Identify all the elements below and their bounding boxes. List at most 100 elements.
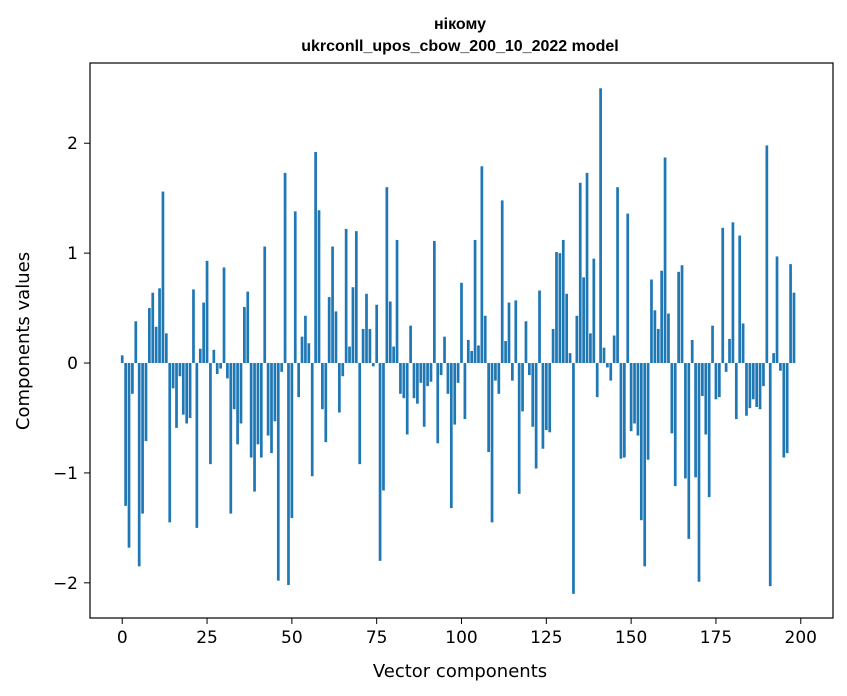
bar: [589, 333, 592, 364]
bar: [717, 363, 721, 398]
bar: [148, 308, 151, 364]
bar: [531, 363, 535, 427]
bar: [334, 311, 338, 364]
bar: [460, 282, 463, 364]
bar: [226, 363, 229, 379]
bar: [229, 363, 233, 514]
bar: [470, 350, 474, 364]
bar: [283, 172, 287, 364]
bar: [321, 363, 324, 410]
bar: [663, 157, 667, 364]
bar: [385, 187, 389, 364]
bar: [768, 363, 772, 587]
bar: [412, 363, 416, 399]
bar: [714, 363, 718, 400]
bar: [232, 363, 236, 410]
bar: [439, 363, 443, 376]
bar: [653, 310, 657, 364]
bar: [622, 363, 626, 458]
y-tick-label: −2: [53, 574, 78, 594]
bar: [246, 291, 250, 364]
bar: [544, 363, 548, 431]
bar: [477, 345, 480, 364]
bar: [304, 315, 307, 364]
bar: [524, 321, 528, 364]
bar: [354, 231, 358, 364]
x-tick-label: 25: [196, 628, 218, 648]
bar: [494, 363, 497, 381]
y-tick-label: −1: [53, 464, 78, 484]
plot-frame: [89, 62, 834, 619]
bar: [263, 246, 267, 364]
bar: [785, 363, 789, 454]
bar: [253, 363, 256, 492]
x-tick-label: 125: [530, 628, 562, 648]
bar: [446, 363, 450, 394]
y-tick-label: 0: [67, 354, 78, 374]
bar: [633, 363, 636, 424]
bar: [779, 363, 782, 371]
bar: [792, 292, 796, 364]
bar: [449, 363, 453, 509]
bar: [762, 363, 765, 387]
x-tick-label: 100: [445, 628, 477, 648]
x-tick-label: 200: [785, 628, 817, 648]
bar: [273, 363, 277, 422]
bar: [480, 166, 484, 364]
bar: [310, 363, 314, 477]
bar: [181, 363, 185, 415]
bars-group: [120, 88, 796, 594]
bar: [419, 363, 423, 383]
bar: [280, 363, 284, 372]
bar: [307, 343, 311, 364]
bar: [680, 265, 684, 364]
bar: [701, 363, 704, 396]
bar: [595, 363, 599, 398]
bar: [158, 288, 161, 364]
bar: [124, 363, 127, 506]
bar: [758, 363, 762, 410]
bar: [561, 239, 565, 364]
bar: [582, 277, 585, 364]
bar: [388, 301, 392, 364]
bar: [497, 363, 501, 394]
bar: [215, 363, 219, 375]
x-tick-label: 150: [615, 628, 647, 648]
bar: [348, 346, 351, 364]
bar: [436, 363, 440, 444]
bar: [293, 211, 297, 364]
bar: [287, 363, 290, 586]
bar: [538, 290, 541, 364]
bar: [619, 363, 623, 459]
bar: [392, 346, 395, 364]
bar: [409, 325, 412, 364]
bar: [704, 363, 708, 435]
bar: [276, 363, 280, 581]
bar: [371, 363, 375, 367]
x-tick-label: 50: [281, 628, 303, 648]
bar: [568, 353, 572, 364]
bar: [656, 328, 660, 364]
bar: [219, 363, 222, 369]
bar: [178, 363, 182, 377]
bar: [141, 363, 144, 514]
bar: [361, 328, 365, 364]
bar: [673, 363, 677, 487]
bar: [368, 328, 372, 364]
bar: [782, 363, 786, 458]
bar: [443, 336, 446, 364]
bar: [507, 302, 511, 364]
bar: [236, 363, 239, 445]
bar: [728, 338, 731, 364]
bar: [433, 241, 436, 364]
bar: [399, 363, 402, 394]
bar: [636, 363, 640, 436]
bar: [358, 363, 362, 465]
bar: [243, 306, 246, 364]
bar: [382, 363, 385, 491]
bar: [643, 363, 647, 567]
y-axis-ticks: −2 −1 0 1 2: [53, 134, 90, 594]
bar: [483, 315, 487, 364]
bar: [602, 347, 606, 364]
bar: [646, 363, 650, 460]
